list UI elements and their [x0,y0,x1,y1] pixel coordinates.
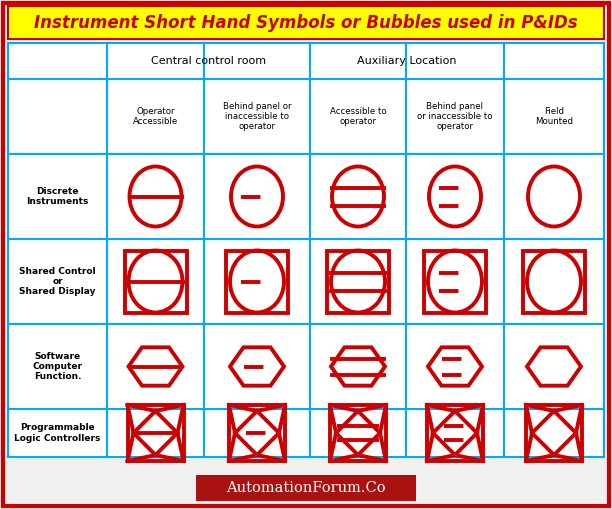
Text: Programmable
Logic Controllers: Programmable Logic Controllers [14,423,101,443]
Bar [8,43,604,457]
Text: Accessible to
operator: Accessible to operator [330,107,386,126]
Text: Shared Control
or
Shared Display: Shared Control or Shared Display [19,267,96,296]
Bar [196,475,416,501]
Bar [229,405,285,461]
Text: Field
Mounted: Field Mounted [535,107,573,126]
Text: Software
Computer
Function.: Software Computer Function. [32,352,83,381]
Text: Behind panel or
inaccessible to
operator: Behind panel or inaccessible to operator [223,102,291,131]
Bar [8,6,604,39]
Text: AutomationForum.Co: AutomationForum.Co [226,481,386,495]
Text: Behind panel
or inaccessible to
operator: Behind panel or inaccessible to operator [417,102,493,131]
Bar [526,405,582,461]
Text: Operator
Accessible: Operator Accessible [133,107,178,126]
Bar [127,405,184,461]
Bar [124,250,187,313]
Bar [226,250,288,313]
Bar [523,250,585,313]
Text: Central control room: Central control room [151,56,266,66]
Bar [330,405,386,461]
Text: Auxiliary Location: Auxiliary Location [357,56,457,66]
Text: Instrument Short Hand Symbols or Bubbles used in P&IDs: Instrument Short Hand Symbols or Bubbles… [34,14,578,32]
Text: Discrete
Instruments: Discrete Instruments [26,187,89,206]
Bar [327,250,389,313]
Bar [427,405,483,461]
Bar [424,250,486,313]
